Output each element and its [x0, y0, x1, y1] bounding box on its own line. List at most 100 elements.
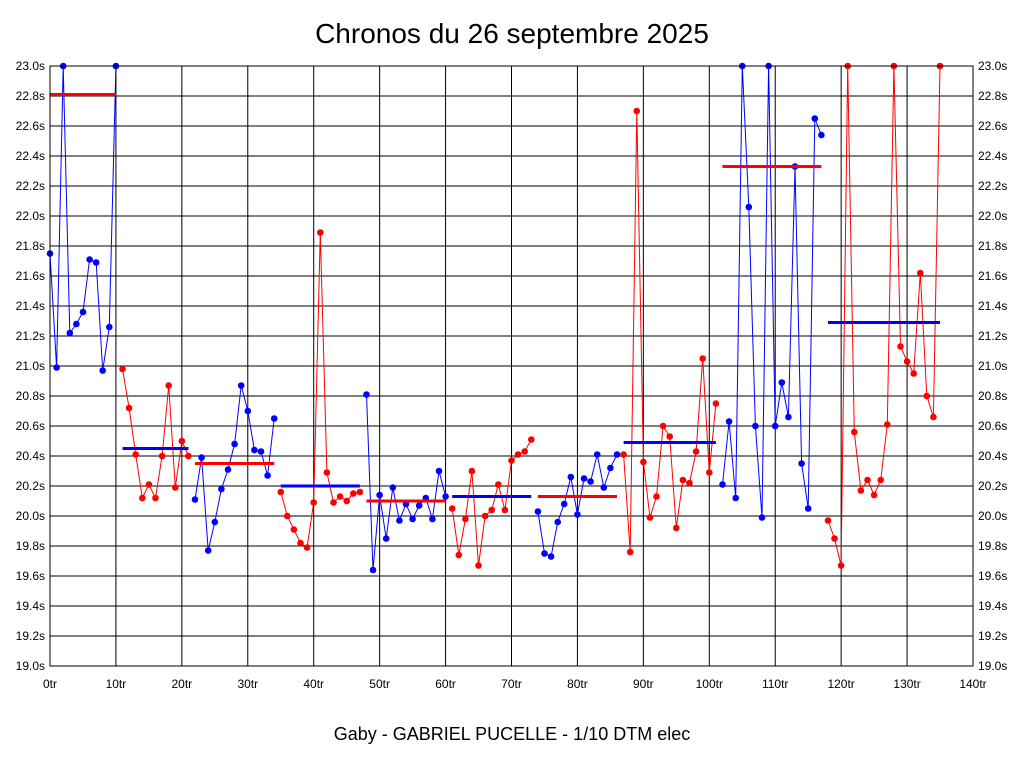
series-layer [46, 62, 944, 574]
data-point [554, 518, 561, 526]
y-tick-label-right: 21.4s [978, 299, 1007, 313]
data-point [448, 505, 456, 512]
data-point [369, 566, 377, 574]
y-tick-label-left: 20.8s [16, 389, 45, 403]
data-point [818, 131, 825, 139]
data-point [785, 413, 792, 421]
y-tick-label-left: 21.4s [16, 299, 45, 313]
data-point [587, 478, 594, 485]
series-line [122, 368, 189, 500]
data-point [712, 400, 720, 407]
data-point [811, 115, 819, 122]
x-tick-label: 0tr [43, 677, 57, 691]
x-tick-label: 60tr [435, 677, 456, 691]
data-point [501, 506, 509, 514]
data-point [613, 451, 621, 458]
data-point [462, 515, 469, 523]
data-point [917, 269, 924, 277]
data-point [442, 493, 449, 500]
data-point [732, 494, 739, 502]
x-tick-label: 30tr [237, 677, 258, 691]
data-point [864, 476, 871, 484]
y-tick-label-left: 19.8s [16, 539, 45, 553]
data-point [330, 499, 337, 506]
data-point [264, 472, 271, 479]
data-point [468, 467, 476, 475]
series-10 [824, 62, 944, 569]
data-point [692, 448, 700, 455]
data-point [350, 490, 357, 497]
data-point [857, 487, 865, 494]
x-tick-label: 10tr [106, 677, 127, 691]
data-point [626, 548, 634, 556]
data-point [139, 494, 146, 502]
x-tick-label: 90tr [633, 677, 654, 691]
data-point [831, 535, 838, 542]
data-point [158, 452, 166, 460]
y-tick-label-right: 20.0s [978, 509, 1007, 523]
data-point [172, 484, 179, 491]
data-point [897, 343, 904, 350]
data-point [132, 451, 139, 458]
data-point [798, 460, 805, 467]
data-point [699, 355, 706, 362]
series-5 [363, 391, 449, 574]
series-line [827, 65, 941, 566]
series-4 [277, 229, 364, 551]
y-tick-label-right: 19.2s [978, 629, 1007, 643]
y-tick-label-right: 21.8s [978, 239, 1007, 253]
data-point [547, 553, 555, 560]
y-tick-label-left: 22.8s [16, 89, 45, 103]
data-point [930, 413, 937, 421]
y-tick-label-left: 22.6s [16, 119, 45, 133]
x-tick-label: 100tr [696, 677, 723, 691]
y-tick-label-left: 21.0s [16, 359, 45, 373]
data-point [745, 203, 753, 211]
series-line [366, 394, 447, 571]
y-tick-label-right: 22.6s [978, 119, 1007, 133]
y-tick-label-right: 20.4s [978, 449, 1007, 463]
plot-frame [49, 65, 974, 667]
data-point [79, 308, 87, 316]
series-6 [448, 436, 535, 569]
data-point [837, 562, 845, 569]
data-point [106, 323, 113, 331]
data-point [284, 512, 291, 520]
data-point [686, 479, 693, 487]
data-point [653, 493, 660, 500]
x-tick-label: 20tr [172, 677, 193, 691]
y-tick-label-left: 22.0s [16, 209, 45, 223]
data-point [719, 481, 726, 488]
data-point [415, 502, 423, 509]
x-tick-label: 110tr [762, 677, 788, 691]
data-point [884, 421, 891, 428]
data-point [495, 481, 502, 488]
data-point [771, 422, 779, 430]
data-point [804, 505, 812, 512]
series-line [194, 385, 275, 551]
data-point [224, 466, 232, 473]
x-tick-label: 70tr [501, 677, 522, 691]
data-point [204, 547, 212, 554]
data-point [317, 229, 324, 236]
data-point [567, 473, 575, 481]
y-axis-right: 19.0s 19.2s 19.4s 19.6s 19.8s 20.0s 20.2s 20.4s… [978, 59, 1007, 673]
data-point [541, 550, 548, 557]
data-point [310, 499, 318, 506]
data-point [211, 518, 219, 526]
y-axis-left: 19.0s 19.2s 19.4s 19.6s 19.8s 20.0s 20.2s 20.4s… [16, 59, 45, 673]
y-tick-label-left: 20.4s [16, 449, 45, 463]
series-3 [191, 382, 278, 554]
series-2 [119, 365, 192, 502]
data-point [152, 494, 159, 502]
data-point [752, 422, 759, 430]
data-point [778, 379, 786, 386]
data-point [53, 364, 60, 371]
y-tick-label-left: 22.4s [16, 149, 45, 163]
data-point [185, 452, 192, 460]
y-tick-label-right: 23.0s [978, 59, 1007, 73]
data-point [251, 446, 258, 454]
data-point [870, 491, 878, 499]
